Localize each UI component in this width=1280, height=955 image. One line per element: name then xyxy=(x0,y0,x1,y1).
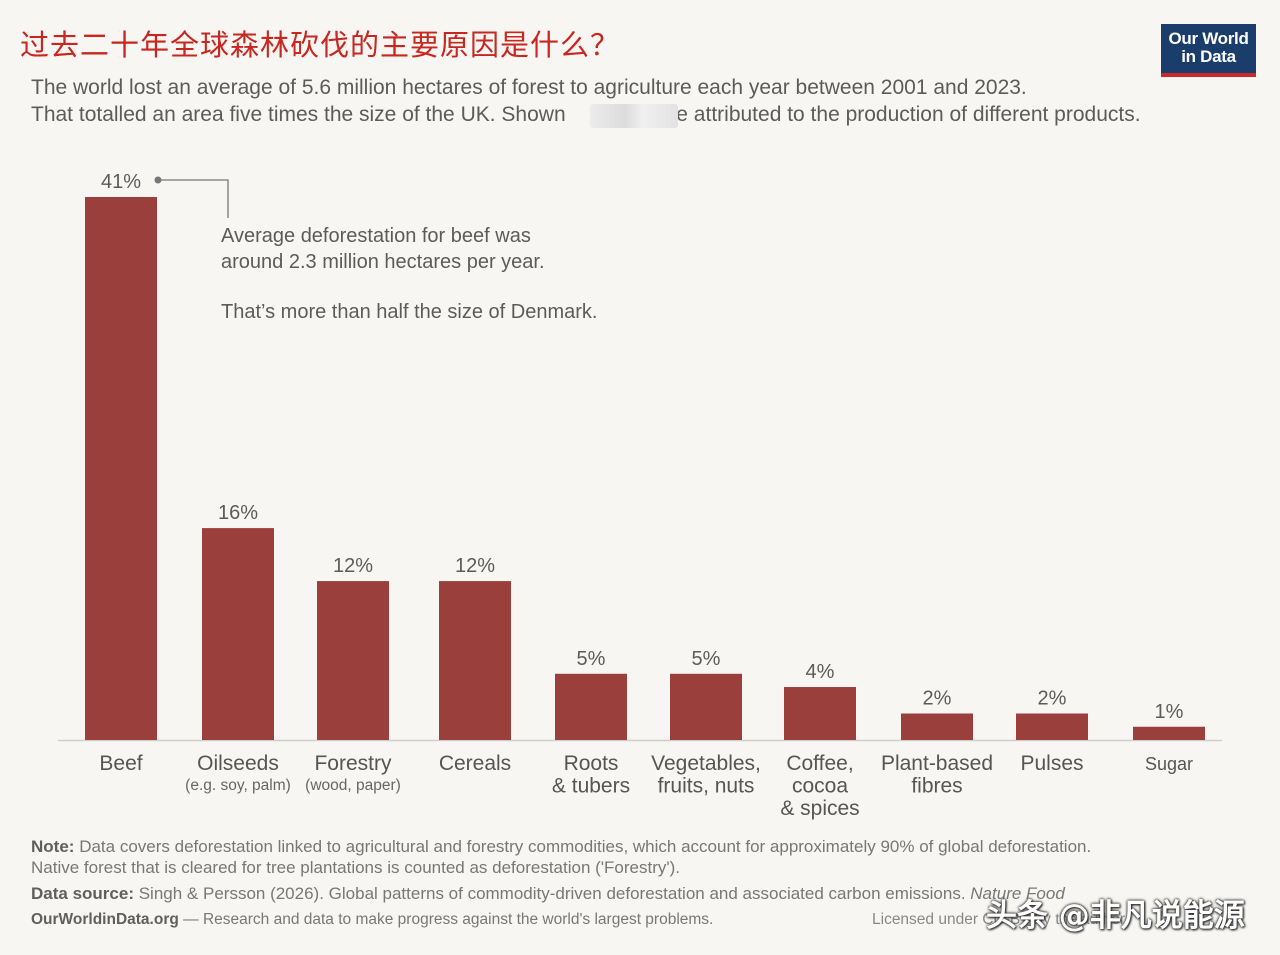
category-label-1-0: Oilseeds xyxy=(197,752,279,775)
bar-3[interactable] xyxy=(439,581,511,740)
subtitle-line2b: are attributed to the production of diff… xyxy=(657,103,1141,126)
data-label-6: 4% xyxy=(806,661,835,683)
footer: OurWorldinData.org — Research and data t… xyxy=(31,911,713,929)
logo-line1: Our World xyxy=(1168,29,1249,48)
source-text: Singh & Persson (2026). Global patterns … xyxy=(138,884,966,903)
owid-logo[interactable]: Our World in Data xyxy=(1161,24,1256,77)
logo-line2: in Data xyxy=(1181,47,1236,66)
subtitle-line1: The world lost an average of 5.6 million… xyxy=(31,76,1027,99)
source-journal: Nature Food xyxy=(970,884,1065,903)
data-label-5: 5% xyxy=(692,648,721,670)
notes-block: Note: Data covers deforestation linked t… xyxy=(31,836,1251,904)
bar-8[interactable] xyxy=(1016,713,1088,740)
note-line1: Data covers deforestation linked to agri… xyxy=(79,837,1092,856)
category-label-2-0: Forestry xyxy=(314,752,392,775)
category-label-4-0: Roots xyxy=(564,752,619,775)
data-label-4: 5% xyxy=(577,648,606,670)
data-label-1: 16% xyxy=(218,502,258,524)
footer-tagline: — Research and data to make progress aga… xyxy=(178,911,714,928)
category-label-5-0: Vegetables, xyxy=(651,752,761,775)
note-row1: Note: Data covers deforestation linked t… xyxy=(31,836,1251,857)
category-label-0-0: Beef xyxy=(99,752,142,775)
redaction-mask xyxy=(590,104,678,128)
category-label-5-1: fruits, nuts xyxy=(658,775,755,798)
subtitle-line2: That totalled an area five times the siz… xyxy=(31,101,1231,128)
bar-1[interactable] xyxy=(202,528,274,740)
category-label-6-1: cocoa xyxy=(792,775,848,798)
data-label-7: 2% xyxy=(923,688,952,710)
annotation-dot xyxy=(154,176,162,184)
category-label-4-1: & tubers xyxy=(552,775,630,798)
category-label-7-1: fibres xyxy=(911,775,962,798)
annotation-line1: Average deforestation for beef was xyxy=(221,225,531,247)
source-label: Data source: xyxy=(31,884,134,903)
note-label: Note: xyxy=(31,837,75,856)
bar-0[interactable] xyxy=(85,197,157,740)
category-sublabel-1: (e.g. soy, palm) xyxy=(185,777,291,794)
category-label-3-0: Cereals xyxy=(439,752,511,775)
category-label-8-0: Pulses xyxy=(1020,752,1083,775)
license-text[interactable]: Licensed under CC-BY by the author xyxy=(872,911,1126,928)
annotation-line2: around 2.3 million hectares per year. xyxy=(221,251,545,273)
bar-4[interactable] xyxy=(555,673,627,740)
category-label-6-0: Coffee, xyxy=(786,752,853,775)
data-label-2: 12% xyxy=(333,555,373,577)
bar-5[interactable] xyxy=(670,673,742,740)
watermark: 头条 @非凡说能源 xyxy=(986,898,1245,934)
beef-annotation: Average deforestation for beef was aroun… xyxy=(221,223,597,325)
category-label-7-0: Plant-based xyxy=(881,752,993,775)
bar-7[interactable] xyxy=(901,713,973,740)
chart-subtitle: The world lost an average of 5.6 million… xyxy=(31,74,1231,128)
subtitle-line2a: That totalled an area five times the siz… xyxy=(31,103,566,126)
bar-2[interactable] xyxy=(317,581,389,740)
category-label-9-0: Sugar xyxy=(1145,754,1193,774)
footer-site[interactable]: OurWorldinData.org xyxy=(31,911,179,928)
source-row: Data source: Singh & Persson (2026). Glo… xyxy=(31,883,1251,904)
bar-6[interactable] xyxy=(784,687,856,740)
data-label-3: 12% xyxy=(455,555,495,577)
category-sublabel-2: (wood, paper) xyxy=(305,777,401,794)
annotation-leader-line xyxy=(158,179,229,218)
data-label-0: 41% xyxy=(101,171,141,193)
bar-chart: 41% Beef 16% Oilseeds (e.g. soy, palm) 12% For… xyxy=(58,171,1222,820)
annotation-line3: That’s more than half the size of Denmar… xyxy=(221,301,598,323)
category-label-6-2: & spices xyxy=(780,797,859,820)
data-label-9: 1% xyxy=(1155,701,1184,723)
chinese-title: 过去二十年全球森林砍伐的主要原因是什么？ xyxy=(20,28,621,62)
note-line2: Native forest that is cleared for tree p… xyxy=(31,858,681,877)
data-label-8: 2% xyxy=(1038,688,1067,710)
bar-9[interactable] xyxy=(1133,726,1205,740)
